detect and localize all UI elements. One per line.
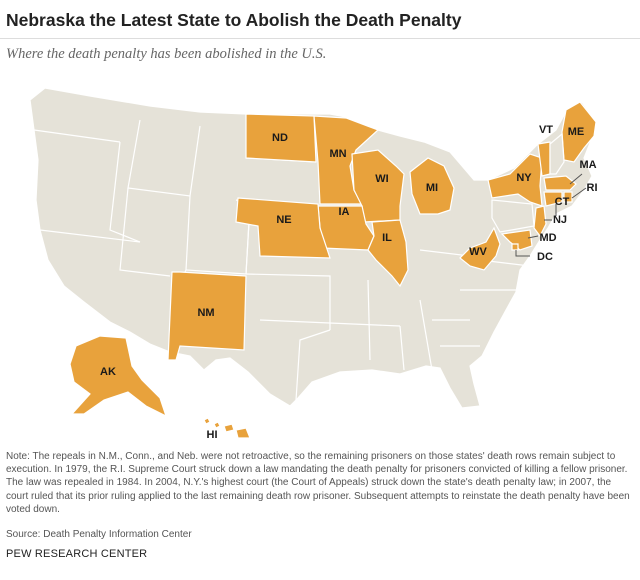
chart-title: Nebraska the Latest State to Abolish the… bbox=[6, 10, 462, 30]
callout-lines bbox=[515, 173, 587, 257]
label-me: ME bbox=[568, 126, 585, 138]
state-ma bbox=[543, 175, 577, 191]
label-ne: NE bbox=[276, 214, 291, 226]
callout-md bbox=[527, 235, 539, 239]
label-md: MD bbox=[539, 232, 556, 244]
label-ia: IA bbox=[339, 206, 350, 218]
title-divider bbox=[0, 38, 640, 39]
callout-ma bbox=[569, 173, 583, 185]
callout-ri bbox=[571, 187, 587, 199]
state-labels: ND MN WI MI NE IA IL NM AK HI WV NY VT M… bbox=[100, 124, 597, 441]
label-mi: MI bbox=[426, 182, 438, 194]
state-md bbox=[500, 229, 533, 251]
label-wi: WI bbox=[375, 173, 388, 185]
state-il bbox=[367, 219, 409, 288]
state-nh bbox=[549, 132, 565, 175]
state-nd bbox=[245, 113, 317, 163]
footnote: Note: The repeals in N.M., Conn., and Ne… bbox=[6, 451, 630, 515]
chart-subtitle: Where the death penalty has been abolish… bbox=[6, 46, 327, 62]
label-ak: AK bbox=[100, 366, 116, 378]
callout-dc bbox=[515, 250, 530, 257]
state-ct bbox=[543, 191, 563, 207]
abolished-states bbox=[69, 101, 597, 439]
state-ny bbox=[487, 153, 543, 207]
label-il: IL bbox=[382, 232, 392, 244]
label-ct: CT bbox=[555, 196, 570, 208]
label-ma: MA bbox=[579, 159, 596, 171]
state-ne bbox=[235, 197, 331, 259]
state-mn bbox=[313, 115, 380, 205]
label-ny: NY bbox=[516, 172, 532, 184]
label-nd: ND bbox=[272, 132, 288, 144]
label-mn: MN bbox=[329, 148, 346, 160]
label-vt: VT bbox=[539, 124, 553, 136]
state-dc bbox=[511, 243, 519, 251]
state-hi bbox=[203, 417, 251, 439]
label-ri: RI bbox=[587, 182, 598, 194]
state-nm bbox=[167, 271, 247, 361]
state-ak bbox=[69, 335, 168, 418]
us-map: ND MN WI MI NE IA IL NM AK HI WV NY VT M… bbox=[29, 87, 598, 441]
state-wi bbox=[351, 149, 405, 223]
state-ri bbox=[563, 191, 573, 203]
brand-logo-text: PEW RESEARCH CENTER bbox=[6, 548, 148, 560]
label-nm: NM bbox=[197, 307, 214, 319]
label-dc: DC bbox=[537, 251, 553, 263]
state-pa bbox=[491, 199, 535, 233]
label-hi: HI bbox=[207, 429, 218, 441]
label-wv: WV bbox=[469, 246, 487, 258]
state-wv bbox=[459, 226, 501, 271]
state-mi bbox=[409, 157, 455, 215]
label-nj: NJ bbox=[553, 214, 567, 226]
source-line: Source: Death Penalty Information Center bbox=[6, 529, 192, 540]
